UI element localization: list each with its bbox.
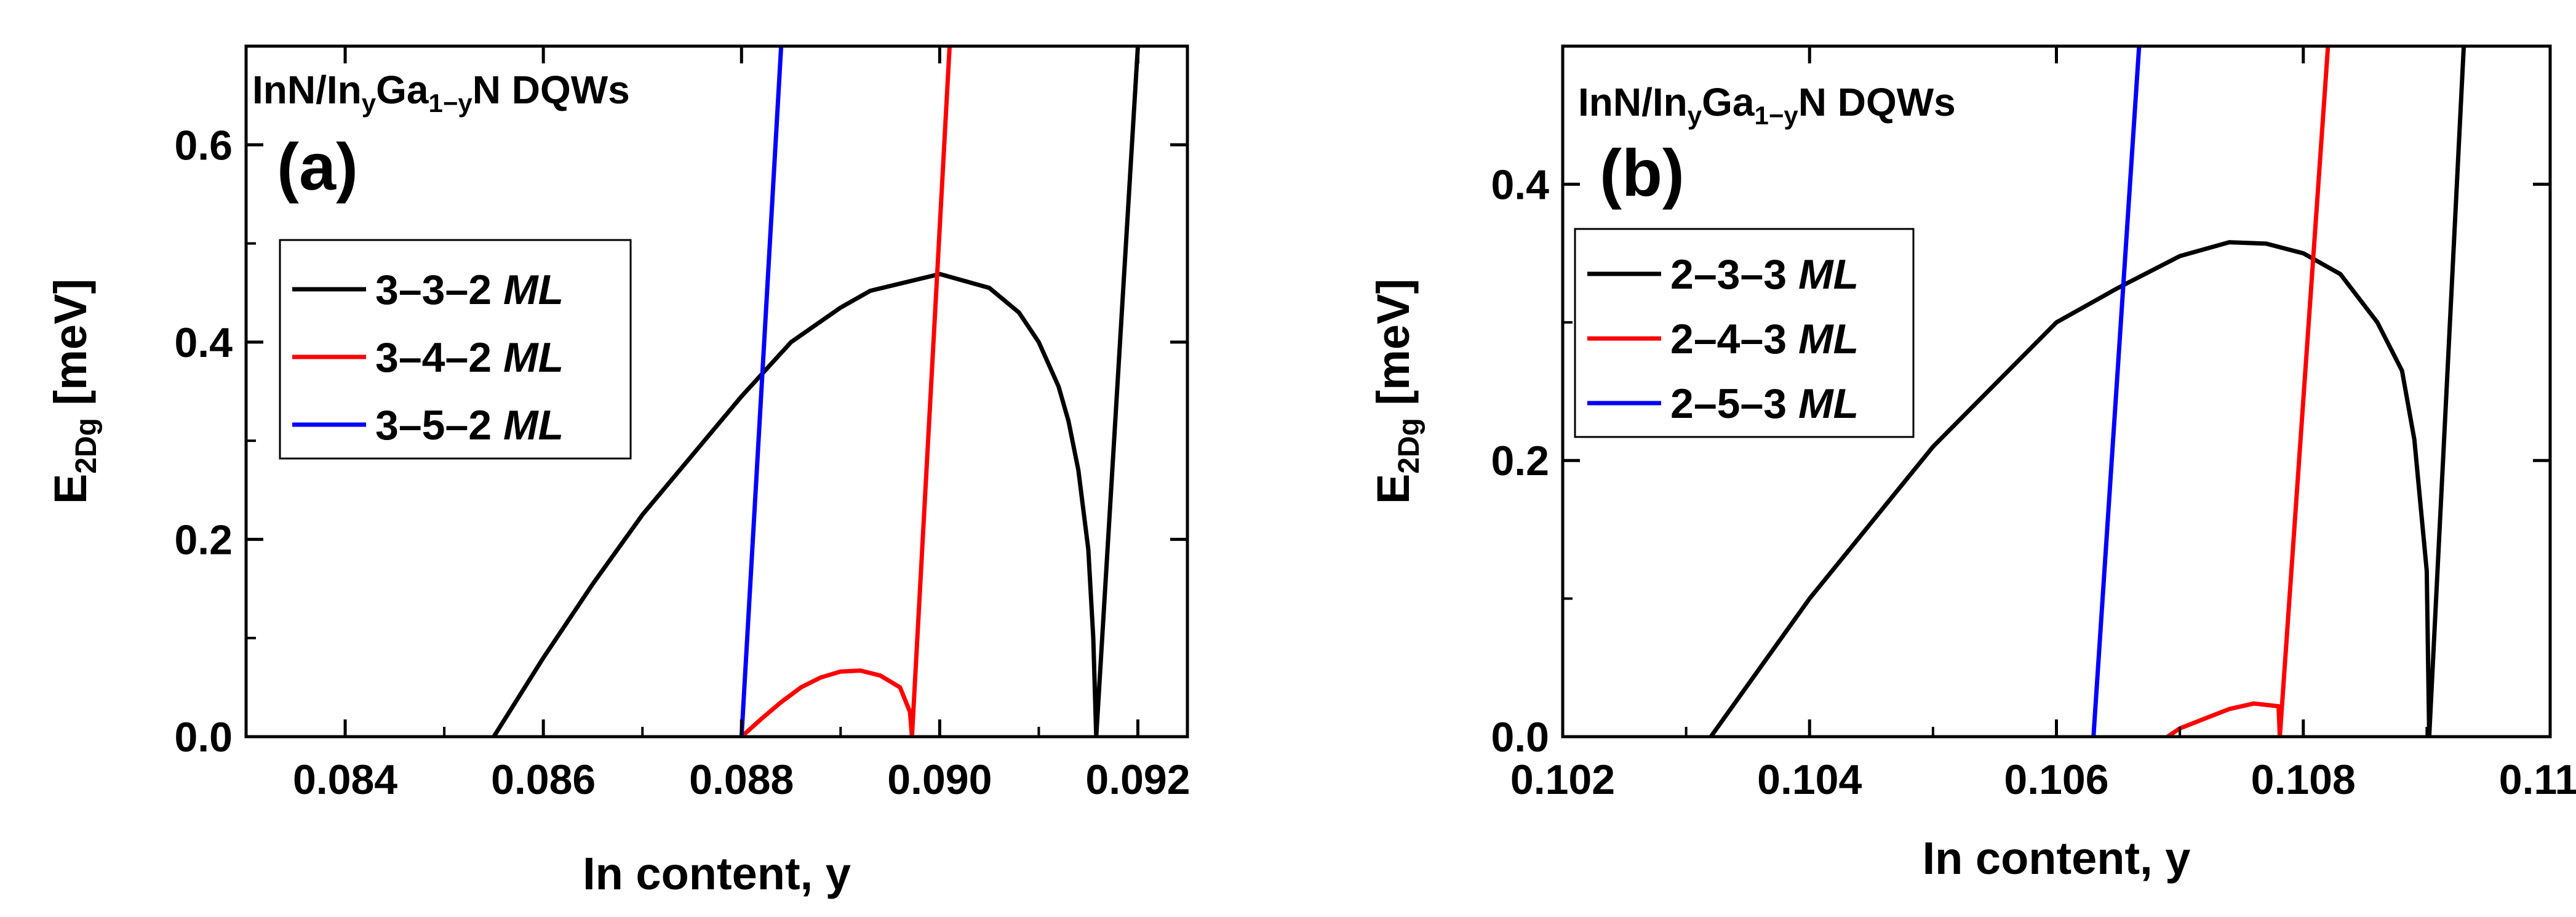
plot-frame <box>244 44 1189 739</box>
legend-entry-name: 3–4–2 <box>375 334 503 381</box>
x-tick-label: 0.092 <box>1085 756 1190 803</box>
y-axis-label-unit: [meV] <box>45 279 96 418</box>
title-subscript: 1−y <box>1754 101 1798 130</box>
x-tick-label: 0.102 <box>1510 756 1615 803</box>
legend-entry: 3–4–2 ML <box>375 334 564 381</box>
legend-entry-unit: ML <box>503 402 564 449</box>
legend-entry-unit: ML <box>503 334 564 381</box>
x-tick-label: 0.106 <box>2004 756 2108 803</box>
title-subscript: y <box>362 89 377 118</box>
y-axis-label-main: E <box>45 474 96 504</box>
legend-entry-name: 3–5–2 <box>375 402 503 449</box>
legend-entry-name: 2–4–3 <box>1670 316 1798 362</box>
x-tick-label: 0.086 <box>491 756 596 803</box>
chart-title: InN/InyGa1−yN DQWs <box>1578 80 1956 130</box>
panel-label: (b) <box>1600 135 1685 210</box>
x-tick-label: 0.108 <box>2251 756 2356 803</box>
x-tick-label: 0.084 <box>293 756 397 803</box>
chart-panel-a: 0.084 0.086 0.088 0.090 0.092 0.0 0.2 0.4 0.6 In … <box>45 44 1190 899</box>
legend-entry-name: 2–3–3 <box>1670 251 1798 298</box>
title-subscript: 1−y <box>428 89 473 118</box>
y-axis-label: E2Dg [meV] <box>1368 279 1426 504</box>
legend-entry-unit: ML <box>1798 380 1859 427</box>
x-tick-label: 0.090 <box>887 756 992 803</box>
series-line-3-3-2 <box>492 46 1140 737</box>
y-tick-label: 0.2 <box>1491 438 1549 484</box>
x-axis-label: In content, y <box>583 848 851 899</box>
y-tick-label: 0.0 <box>1491 714 1549 761</box>
series-line-2-4-3 <box>2166 46 2331 737</box>
legend-entry-name: 3–3–2 <box>375 266 503 313</box>
chart-panel-b: 0.102 0.104 0.106 0.108 0.110 0.0 0.2 0.4 In con… <box>1368 44 2576 884</box>
x-tick-label: 0.088 <box>689 756 794 803</box>
legend-entry-unit: ML <box>1798 316 1859 362</box>
legend-entry-name: 2–5–3 <box>1670 380 1798 427</box>
x-tick-label: 0.110 <box>2499 756 2576 803</box>
legend-entry: 2–4–3 ML <box>1670 316 1859 362</box>
legend-entry-unit: ML <box>1798 251 1859 298</box>
legend-entry: 3–5–2 ML <box>375 402 564 449</box>
legend-entry-unit: ML <box>503 266 564 313</box>
y-axis-label-unit: [meV] <box>1368 279 1419 418</box>
title-subscript: y <box>1688 101 1702 130</box>
y-axis-label-sub: 2Dg <box>1393 418 1426 474</box>
y-tick-label: 0.2 <box>174 516 233 563</box>
series-line-2-3-3 <box>1709 46 2466 737</box>
title-part: InN/In <box>252 68 362 112</box>
title-part: N DQWs <box>473 68 630 112</box>
series-line-3-4-2 <box>740 46 952 737</box>
x-tick-label: 0.104 <box>1757 756 1862 803</box>
title-part: N DQWs <box>1798 80 1956 124</box>
title-part: Ga <box>1702 80 1755 124</box>
y-tick-label: 0.4 <box>1491 161 1549 208</box>
legend-entry: 2–3–3 ML <box>1670 251 1859 298</box>
title-part: InN/In <box>1578 80 1688 124</box>
panel-label: (a) <box>277 129 358 204</box>
y-axis-label-main: E <box>1368 474 1419 504</box>
legend: 3–3–2 ML3–4–2 ML3–5–2 ML <box>279 239 632 460</box>
y-tick-label: 0.4 <box>174 319 233 366</box>
series-line-3-5-2 <box>739 46 784 737</box>
legend-entry: 2–5–3 ML <box>1670 380 1859 427</box>
chart-title: InN/InyGa1−yN DQWs <box>252 68 630 118</box>
title-part: Ga <box>376 68 429 112</box>
legend-box <box>279 239 632 460</box>
y-tick-label: 0.6 <box>174 122 233 169</box>
legend-entry: 3–3–2 ML <box>375 266 564 313</box>
legend: 2–3–3 ML2–4–3 ML2–5–3 ML <box>1574 228 1915 438</box>
y-axis-label: E2Dg [meV] <box>45 279 103 504</box>
series-line-2-5-3 <box>2091 46 2142 737</box>
y-tick-label: 0.0 <box>174 714 233 761</box>
x-axis-label: In content, y <box>1923 833 2191 884</box>
y-axis-label-sub: 2Dg <box>70 418 103 474</box>
